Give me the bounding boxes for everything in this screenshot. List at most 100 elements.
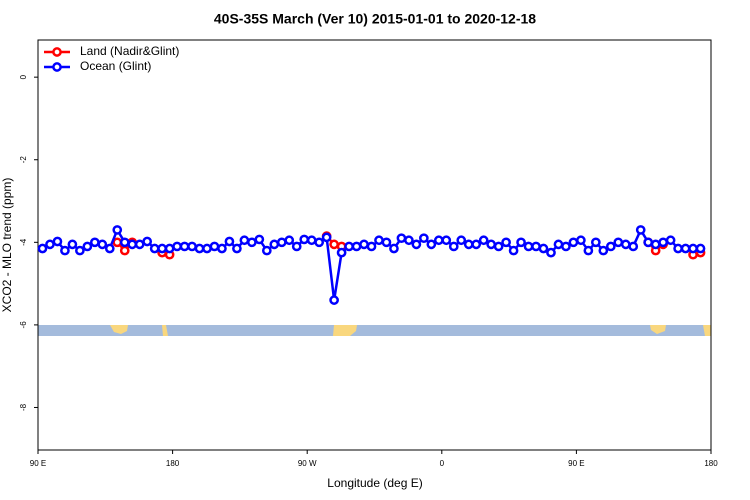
point xyxy=(538,243,549,254)
point xyxy=(433,235,444,246)
point xyxy=(553,239,564,250)
point xyxy=(209,241,220,252)
point xyxy=(419,233,429,244)
legend-marker xyxy=(52,47,62,57)
point xyxy=(463,239,474,250)
ocean-strip xyxy=(38,325,711,336)
x-tick-label: 90 E xyxy=(30,459,46,468)
point xyxy=(45,239,55,250)
point xyxy=(329,239,339,250)
point xyxy=(134,239,145,250)
point xyxy=(426,239,437,250)
point xyxy=(665,235,676,246)
land-blob xyxy=(703,325,711,336)
point xyxy=(411,239,422,250)
land-blob xyxy=(333,325,357,336)
point xyxy=(493,241,504,252)
x-axis-label: Longitude (deg E) xyxy=(327,476,422,490)
point xyxy=(389,243,399,254)
point xyxy=(314,237,325,248)
legend-label: Ocean (Glint) xyxy=(80,59,151,73)
point xyxy=(366,241,377,252)
point xyxy=(202,243,212,254)
y-tick-label: -6 xyxy=(19,321,28,329)
point xyxy=(478,235,489,246)
y-tick-label: 0 xyxy=(19,74,28,79)
point xyxy=(172,241,182,252)
point xyxy=(269,239,280,250)
point xyxy=(516,237,526,248)
point xyxy=(523,241,534,252)
point xyxy=(52,236,63,247)
point xyxy=(37,243,48,254)
point xyxy=(254,234,265,245)
point xyxy=(119,245,130,256)
land-blob xyxy=(110,325,128,334)
point xyxy=(620,239,631,250)
x-tick-label: 180 xyxy=(704,459,718,468)
point xyxy=(284,235,295,246)
point xyxy=(531,241,541,252)
point xyxy=(441,235,452,246)
point xyxy=(299,234,310,245)
point xyxy=(448,241,459,252)
point xyxy=(127,239,138,250)
plot-frame xyxy=(37,39,712,451)
point xyxy=(336,247,347,258)
point xyxy=(605,241,616,252)
point xyxy=(119,237,130,248)
point xyxy=(224,236,235,247)
point xyxy=(164,243,175,254)
point xyxy=(471,239,482,250)
point xyxy=(194,243,205,254)
x-tick-label: 90 E xyxy=(568,459,584,468)
point xyxy=(157,243,167,254)
point xyxy=(374,235,384,246)
point xyxy=(276,237,287,248)
y-tick-label: -4 xyxy=(19,238,28,246)
point xyxy=(486,239,497,250)
point xyxy=(643,237,654,248)
land-blob xyxy=(650,325,666,334)
legend-label: Land (Nadir&Glint) xyxy=(80,44,179,58)
land-blob xyxy=(162,325,168,336)
map-strip xyxy=(38,325,711,336)
point xyxy=(688,243,698,254)
point xyxy=(82,241,93,252)
point xyxy=(404,235,414,246)
point xyxy=(673,243,683,254)
point xyxy=(247,237,257,248)
point xyxy=(583,245,594,256)
point xyxy=(329,295,339,305)
point xyxy=(650,239,661,250)
x-tick-label: 90 W xyxy=(298,459,317,468)
point xyxy=(658,237,668,248)
point xyxy=(635,225,646,235)
point xyxy=(321,232,332,243)
point xyxy=(60,245,70,256)
point xyxy=(149,243,160,254)
point xyxy=(613,237,624,248)
point xyxy=(568,237,579,248)
point xyxy=(546,247,556,258)
point xyxy=(142,236,153,247)
point xyxy=(508,245,519,256)
point xyxy=(381,237,392,248)
point xyxy=(67,239,78,250)
point xyxy=(75,245,85,256)
point xyxy=(187,241,197,252)
point xyxy=(104,243,115,254)
point xyxy=(598,245,609,256)
point xyxy=(590,237,601,248)
point xyxy=(112,225,123,235)
point xyxy=(232,243,242,254)
point xyxy=(291,241,302,252)
point xyxy=(561,241,571,252)
point xyxy=(239,235,250,246)
point xyxy=(112,237,123,248)
point xyxy=(695,243,706,254)
x-tick-label: 0 xyxy=(440,459,445,468)
point xyxy=(359,239,369,250)
